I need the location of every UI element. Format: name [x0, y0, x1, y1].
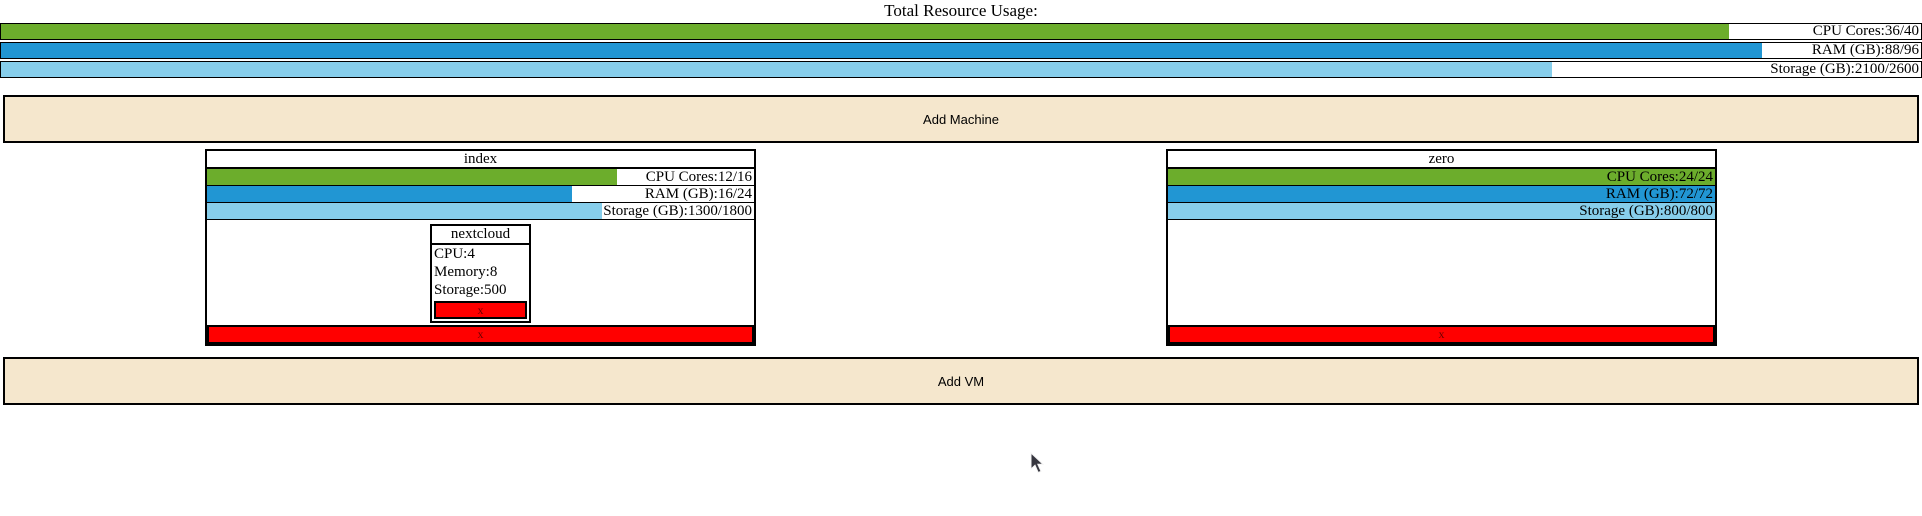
machine-storage-bar: Storage (GB):800/800 [1168, 203, 1715, 220]
machine-ram-bar-label: RAM (GB):16/24 [644, 185, 752, 202]
total-cpu-bar-label: CPU Cores:36/40 [1812, 23, 1919, 39]
machine-storage-bar-label: Storage (GB):800/800 [1579, 202, 1713, 219]
delete-vm-button[interactable]: x [434, 301, 527, 319]
vm-cpu-spec: CPU:4 [434, 246, 475, 262]
machine-card-zero: zero CPU Cores:24/24 RAM (GB):72/72 Stor… [1166, 149, 1717, 346]
machine-name: index [207, 151, 754, 169]
machine-storage-bar-fill [1168, 203, 1715, 219]
total-storage-bar-label: Storage (GB):2100/2600 [1770, 61, 1919, 77]
vm-memory-spec: Memory:8 [434, 264, 498, 280]
machine-cpu-bar: CPU Cores:24/24 [1168, 169, 1715, 186]
machine-storage-bar: Storage (GB):1300/1800 [207, 203, 754, 220]
delete-machine-zero-button[interactable]: x [1168, 325, 1715, 344]
vm-area [1168, 220, 1715, 325]
vm-name: nextcloud [432, 226, 529, 245]
vm-storage-spec: Storage:500 [434, 282, 507, 298]
machine-name: zero [1168, 151, 1715, 169]
page-title: Total Resource Usage: [884, 1, 1038, 20]
machine-ram-bar: RAM (GB):72/72 [1168, 186, 1715, 203]
total-cpu-bar: CPU Cores:36/40 [0, 23, 1922, 40]
machine-cpu-bar-fill [1168, 169, 1715, 185]
add-machine-button[interactable]: Add Machine [3, 95, 1919, 143]
machine-ram-bar-fill [207, 186, 572, 202]
machine-column-1: index CPU Cores:12/16 RAM (GB):16/24 Sto… [0, 149, 961, 346]
vm-card-nextcloud: nextcloud CPU:4 Memory:8 Storage:500 x [430, 224, 531, 323]
machine-ram-bar: RAM (GB):16/24 [207, 186, 754, 203]
total-cpu-bar-fill [1, 24, 1729, 39]
total-ram-bar-label: RAM (GB):88/96 [1811, 42, 1919, 58]
total-storage-bar: Storage (GB):2100/2600 [0, 61, 1922, 78]
total-storage-bar-fill [1, 62, 1553, 77]
machine-column-2: zero CPU Cores:24/24 RAM (GB):72/72 Stor… [961, 149, 1922, 346]
machine-cpu-bar-fill [207, 169, 618, 185]
delete-machine-index-button[interactable]: x [207, 325, 754, 344]
machine-ram-bar-label: RAM (GB):72/72 [1605, 185, 1713, 202]
machine-card-index: index CPU Cores:12/16 RAM (GB):16/24 Sto… [205, 149, 756, 346]
machine-storage-bar-label: Storage (GB):1300/1800 [603, 202, 752, 219]
machine-cpu-bar-label: CPU Cores:12/16 [645, 168, 752, 185]
machine-ram-bar-fill [1168, 186, 1715, 202]
total-ram-bar: RAM (GB):88/96 [0, 42, 1922, 59]
total-ram-bar-fill [1, 43, 1762, 58]
machine-storage-bar-fill [207, 203, 602, 219]
total-usage-section: CPU Cores:36/40 RAM (GB):88/96 Storage (… [0, 23, 1922, 78]
machine-cpu-bar: CPU Cores:12/16 [207, 169, 754, 186]
machine-cpu-bar-label: CPU Cores:24/24 [1606, 168, 1713, 185]
mouse-cursor [1030, 452, 1045, 474]
add-vm-button[interactable]: Add VM [3, 357, 1919, 405]
vm-area: nextcloud CPU:4 Memory:8 Storage:500 x [207, 220, 754, 325]
machines-row: index CPU Cores:12/16 RAM (GB):16/24 Sto… [0, 149, 1922, 346]
